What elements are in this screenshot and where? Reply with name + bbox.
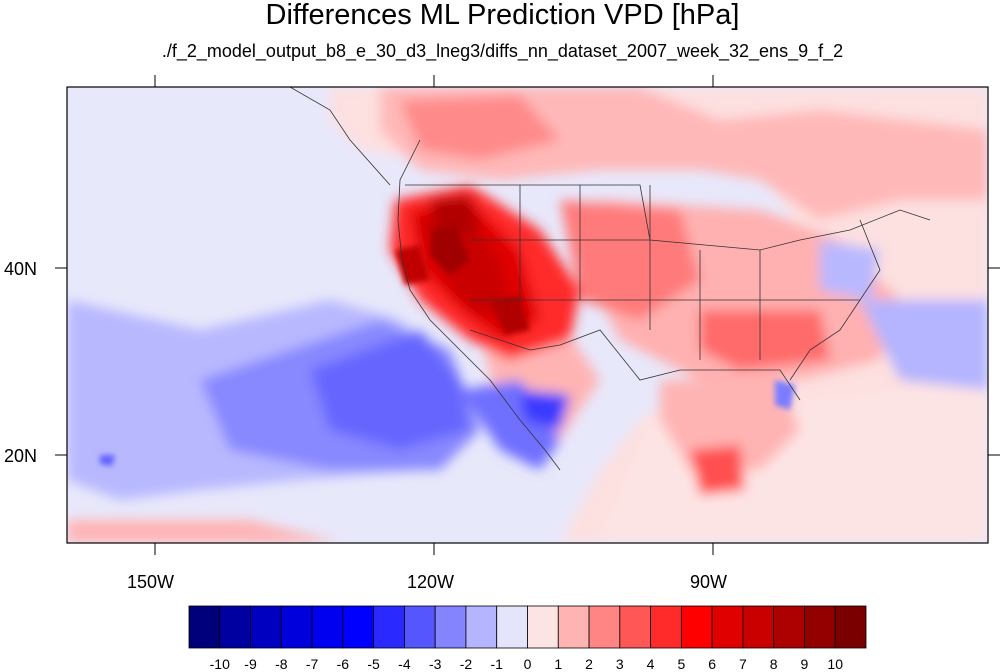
colorbar-label: -7 — [305, 656, 319, 672]
colorbar-label: 9 — [800, 656, 809, 672]
colorbar-swatch — [373, 605, 405, 649]
colorbar-label: -2 — [459, 656, 473, 672]
x-tick-label-90w: 90W — [690, 572, 728, 592]
colorbar-label: 0 — [523, 656, 532, 672]
colorbar-label: -1 — [490, 656, 503, 672]
colorbar-swatch — [619, 605, 651, 649]
colorbar-swatch — [219, 605, 251, 649]
colorbar-swatch — [188, 605, 221, 649]
colorbar-swatch — [680, 605, 713, 649]
map-ticks — [55, 75, 1000, 555]
colorbar-swatch — [496, 605, 528, 649]
map-title: Differences ML Prediction VPD [hPa] — [265, 0, 740, 31]
colorbar-swatch — [773, 605, 805, 649]
colorbar-label: 3 — [615, 656, 624, 672]
colorbar-swatch — [342, 605, 375, 649]
colorbar-label: 5 — [677, 656, 686, 672]
colorbar-label: 2 — [585, 656, 593, 672]
colorbar — [188, 605, 867, 649]
colorbar-swatch — [557, 605, 590, 649]
colorbar-swatch — [465, 605, 498, 649]
colorbar-label: -8 — [275, 656, 288, 672]
colorbar-label: 1 — [554, 656, 563, 672]
colorbar-swatch — [404, 605, 436, 649]
colorbar-swatch — [588, 605, 621, 649]
colorbar-swatch — [834, 605, 867, 649]
colorbar-label: 7 — [739, 656, 747, 672]
colorbar-label: -10 — [209, 656, 230, 672]
colorbar-swatch — [650, 605, 682, 649]
colorbar-swatch — [311, 605, 344, 649]
colorbar-swatch — [527, 605, 559, 649]
colorbar-label: -6 — [336, 656, 350, 672]
colorbar-label: -5 — [367, 656, 380, 672]
x-tick-label-150w: 150W — [127, 572, 175, 592]
colorbar-label: 10 — [827, 656, 843, 672]
colorbar-swatch — [280, 605, 313, 649]
map-field — [67, 87, 988, 543]
colorbar-label: -9 — [244, 656, 257, 672]
colorbar-swatch — [711, 605, 744, 649]
colorbar-label: -4 — [398, 656, 411, 672]
colorbar-swatch — [804, 605, 836, 649]
colorbar-label: 6 — [708, 656, 717, 672]
y-tick-label-40n: 40N — [4, 259, 38, 279]
map-subtitle: ./f_2_model_output_b8_e_30_d3_lneg3/diff… — [161, 41, 844, 61]
colorbar-swatch — [434, 605, 467, 649]
colorbar-swatch — [250, 605, 282, 649]
x-tick-label-120w: 120W — [407, 572, 455, 592]
colorbar-label: 4 — [646, 656, 655, 672]
colorbar-label: 8 — [769, 656, 778, 672]
y-tick-label-20n: 20N — [4, 446, 38, 466]
colorbar-swatch — [742, 605, 775, 649]
colorbar-label: -3 — [428, 656, 442, 672]
